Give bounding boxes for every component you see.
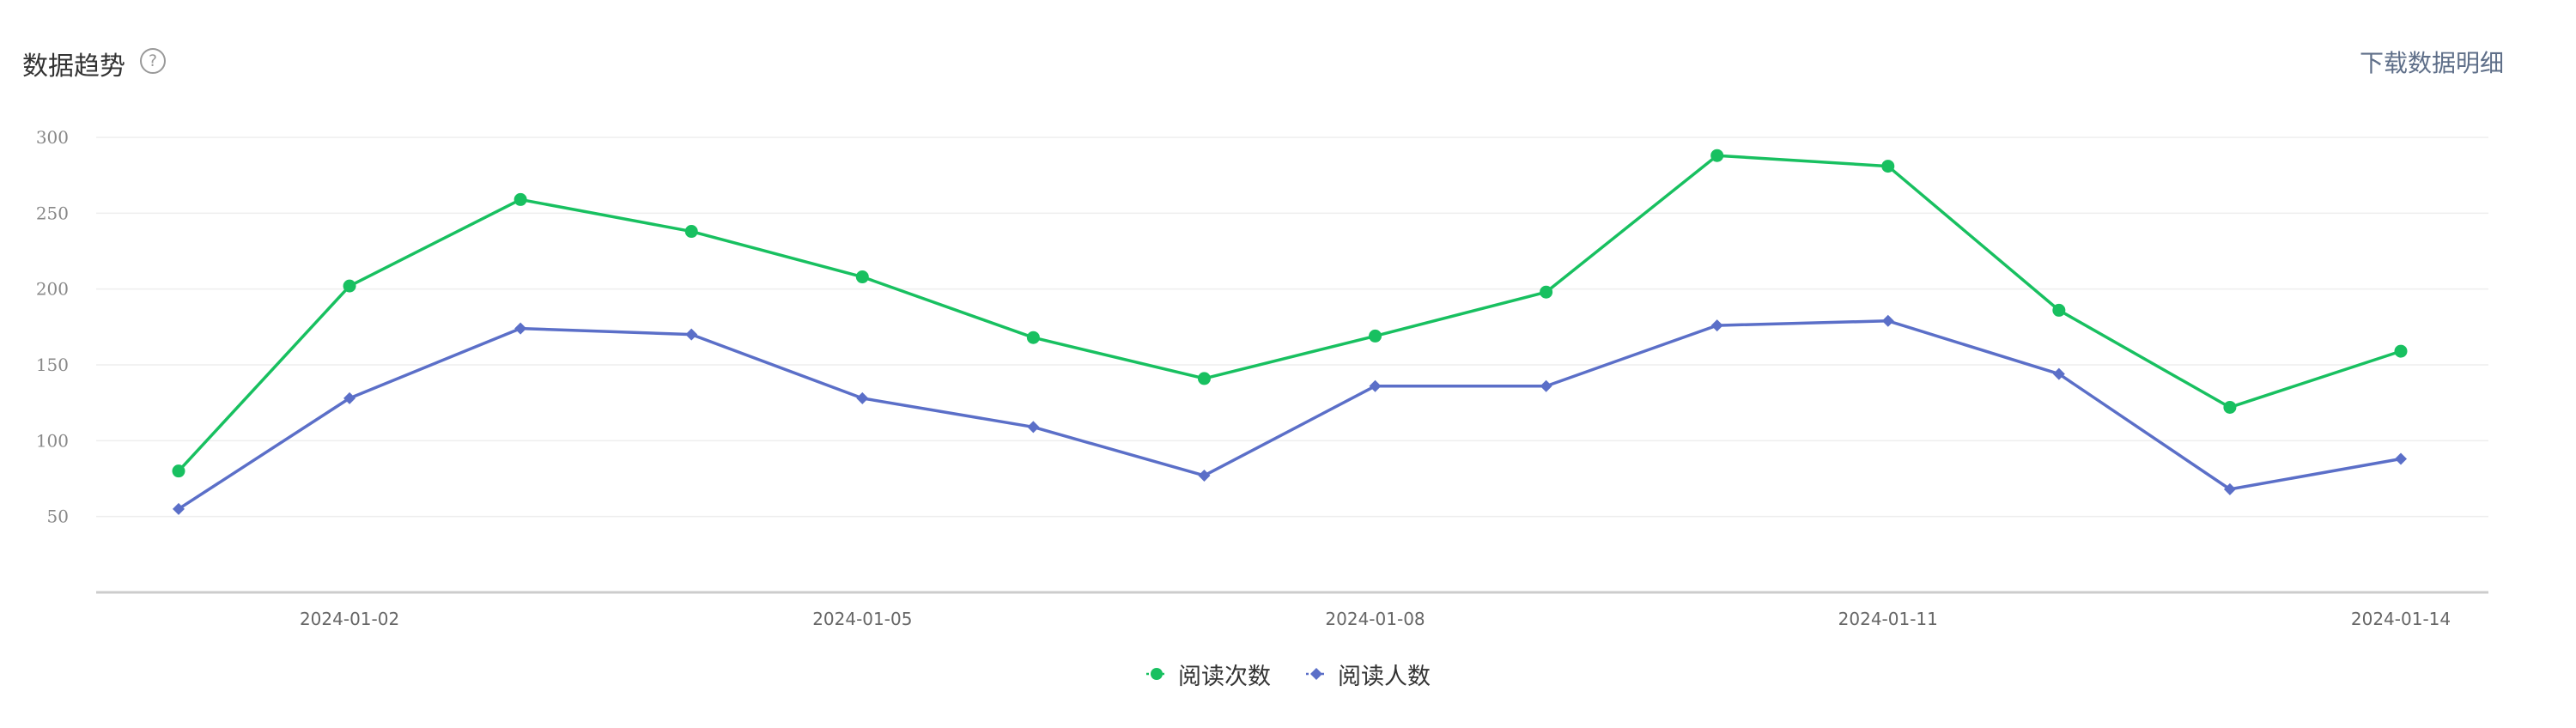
data-point[interactable] bbox=[1540, 285, 1553, 299]
data-point[interactable] bbox=[1369, 329, 1382, 343]
y-tick-label: 250 bbox=[36, 203, 69, 223]
legend-marker bbox=[1146, 668, 1167, 680]
chart-legend: 阅读次数 阅读人数 bbox=[0, 657, 2576, 691]
question-circle-icon[interactable]: ? bbox=[140, 48, 166, 74]
data-point[interactable] bbox=[2394, 344, 2408, 358]
legend-marker bbox=[1306, 668, 1327, 680]
data-point[interactable] bbox=[1027, 421, 1040, 434]
x-tick-label: 2024-01-14 bbox=[2351, 609, 2451, 629]
chart-header: 数据趋势 ? 下载数据明细 bbox=[0, 0, 2576, 129]
series-layer bbox=[172, 149, 2408, 515]
data-point[interactable] bbox=[343, 279, 356, 293]
data-point[interactable] bbox=[2223, 400, 2237, 414]
data-point[interactable] bbox=[684, 225, 698, 239]
x-tick-label: 2024-01-05 bbox=[812, 609, 912, 629]
data-point[interactable] bbox=[1198, 469, 1211, 482]
data-point[interactable] bbox=[173, 502, 185, 515]
data-point[interactable] bbox=[513, 192, 527, 206]
download-data-detail-link[interactable]: 下载数据明细 bbox=[2359, 49, 2504, 77]
y-axis-ticks: 50 100 150 200 250 300 bbox=[36, 127, 69, 527]
y-tick-label: 50 bbox=[47, 507, 69, 527]
data-point[interactable] bbox=[1540, 379, 1552, 392]
data-point[interactable] bbox=[1026, 331, 1040, 344]
legend-label: 阅读人数 bbox=[1338, 663, 1431, 690]
series-line bbox=[178, 319, 2402, 511]
y-tick-label: 300 bbox=[36, 127, 69, 148]
data-point[interactable] bbox=[514, 322, 527, 335]
data-point[interactable] bbox=[855, 270, 869, 284]
legend-item-2[interactable]: 阅读人数 bbox=[1305, 658, 1431, 691]
data-point[interactable] bbox=[685, 328, 698, 341]
data-point[interactable] bbox=[343, 391, 356, 404]
series-line bbox=[177, 154, 2402, 472]
data-point[interactable] bbox=[2395, 452, 2407, 465]
y-tick-label: 100 bbox=[36, 430, 69, 451]
legend-item-1[interactable]: 阅读次数 bbox=[1145, 658, 1271, 691]
series-1 bbox=[172, 149, 2408, 478]
data-point[interactable] bbox=[2052, 367, 2065, 380]
y-tick-label: 200 bbox=[36, 279, 69, 300]
chart-title: 数据趋势 bbox=[22, 52, 125, 82]
data-point[interactable] bbox=[2223, 482, 2236, 495]
data-point[interactable] bbox=[2052, 303, 2066, 317]
x-tick-label: 2024-01-08 bbox=[1325, 609, 1425, 629]
x-tick-label: 2024-01-02 bbox=[300, 609, 399, 629]
data-point[interactable] bbox=[1369, 379, 1382, 392]
data-point[interactable] bbox=[172, 464, 185, 478]
series-2 bbox=[173, 314, 2407, 515]
data-point[interactable] bbox=[1710, 149, 1724, 162]
data-point[interactable] bbox=[856, 391, 869, 404]
data-point[interactable] bbox=[1881, 314, 1894, 327]
data-point[interactable] bbox=[1197, 372, 1211, 385]
y-tick-label: 150 bbox=[36, 355, 69, 375]
grid-lines bbox=[96, 136, 2488, 518]
data-point[interactable] bbox=[1710, 319, 1723, 332]
legend-label: 阅读次数 bbox=[1178, 663, 1271, 690]
x-tick-label: 2024-01-11 bbox=[1838, 609, 1938, 629]
x-axis-ticks: 2024-01-02 2024-01-05 2024-01-08 2024-01-11… bbox=[300, 609, 2451, 629]
data-point[interactable] bbox=[1881, 160, 1895, 173]
